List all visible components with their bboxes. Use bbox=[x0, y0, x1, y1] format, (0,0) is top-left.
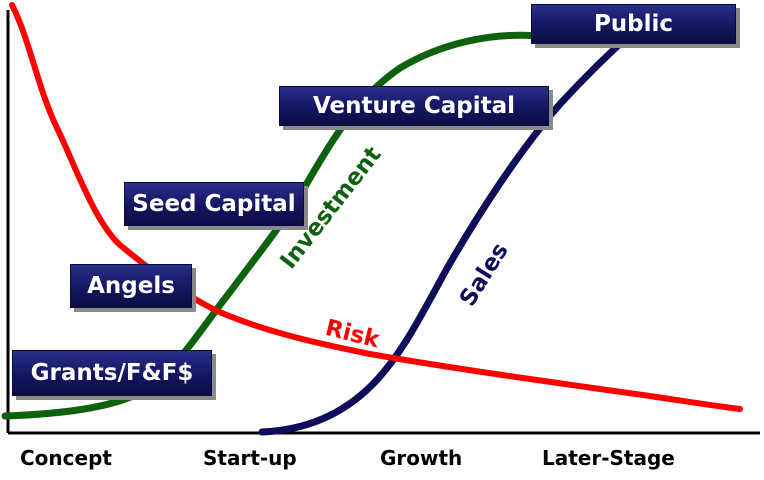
angels-box: Angels bbox=[70, 264, 192, 308]
sales-curve bbox=[258, 8, 660, 436]
seed-capital-box: Seed Capital bbox=[124, 182, 304, 226]
stage-later-stage-label: Later-Stage bbox=[542, 446, 675, 470]
grants-ffs-box: Grants/F&F$ bbox=[12, 350, 212, 396]
stage-growth-label: Growth bbox=[380, 446, 463, 470]
venture-capital-box: Venture Capital bbox=[279, 86, 549, 126]
risk-curve bbox=[9, 2, 743, 412]
investment-curve bbox=[1, 31, 544, 420]
stage-concept-label: Concept bbox=[20, 446, 112, 470]
stage-startup-label: Start-up bbox=[203, 446, 297, 470]
public-box: Public bbox=[531, 4, 736, 44]
